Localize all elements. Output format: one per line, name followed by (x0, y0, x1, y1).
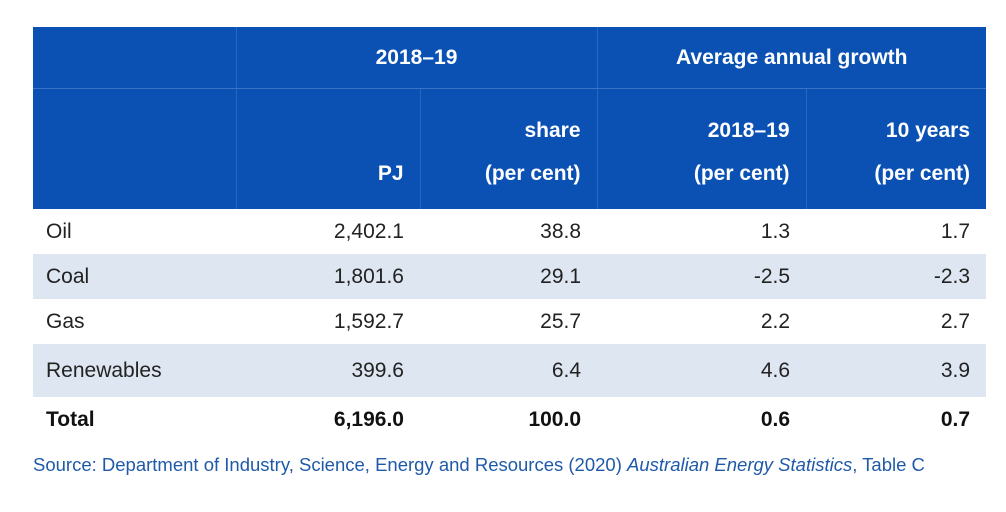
row-label: Oil (46, 219, 72, 243)
cell-share: 100.0 (528, 408, 582, 431)
cell-share: 29.1 (420, 254, 598, 299)
header-row-columns: PJ share (per cent) 2018–19 (per cent) 10 … (33, 88, 987, 209)
row-label: Total (46, 408, 95, 431)
header-row-groups: 2018–19 Average annual growth (33, 27, 987, 89)
cell-growth-10y: 0.7 (940, 408, 971, 431)
cell-pj: 399.6 (236, 344, 420, 397)
header-group-average-growth: Average annual growth (596, 27, 987, 89)
header-growth-2018-19: 2018–19 (per cent) (596, 88, 807, 209)
source-title: Australian Energy Statistics (627, 454, 853, 475)
source-note: Source: Department of Industry, Science,… (33, 447, 983, 482)
cell-growth-1y: 0.6 (760, 408, 791, 431)
table-row-total: Total 6,196.0 100.0 0.6 0.7 (33, 397, 986, 443)
header-empty-cell (33, 88, 236, 209)
cell-pj: 1,592.7 (333, 309, 404, 333)
cell-share: 6.4 (420, 344, 598, 397)
cell-share: 38.8 (540, 219, 582, 243)
cell-growth-10y: 3.9 (806, 344, 987, 397)
cell-growth-10y: 2.7 (940, 309, 971, 333)
energy-consumption-table: 2018–19 Average annual growth PJ share (p… (33, 27, 987, 443)
cell-growth-1y: 1.3 (760, 219, 791, 243)
cell-growth-10y: -2.3 (806, 254, 987, 299)
header-empty-cell (33, 27, 236, 89)
cell-pj: 1,801.6 (236, 254, 420, 299)
table-row-oil: Oil 2,402.1 38.8 1.3 1.7 (33, 209, 986, 254)
row-label: Renewables (33, 344, 236, 397)
cell-growth-1y: 4.6 (597, 344, 807, 397)
table-row-coal: Coal 1,801.6 29.1 -2.5 -2.3 (33, 254, 987, 299)
row-label: Coal (33, 254, 236, 299)
source-prefix: Source: Department of Industry, Science,… (33, 454, 628, 475)
cell-growth-10y: 1.7 (940, 219, 971, 243)
source-suffix: , Table C (852, 454, 925, 475)
header-group-2018-19: 2018–19 (235, 27, 598, 89)
cell-share: 25.7 (540, 309, 582, 333)
header-share: share (per cent) (419, 88, 598, 209)
header-pj: PJ (235, 88, 420, 209)
row-label: Gas (46, 309, 85, 333)
cell-pj: 2,402.1 (333, 219, 404, 243)
table-row-gas: Gas 1,592.7 25.7 2.2 2.7 (33, 299, 986, 344)
cell-pj: 6,196.0 (333, 408, 404, 431)
table-row-renewables: Renewables 399.6 6.4 4.6 3.9 (33, 344, 987, 397)
cell-growth-1y: -2.5 (597, 254, 807, 299)
cell-growth-1y: 2.2 (760, 309, 791, 333)
header-growth-10-years: 10 years (per cent) (805, 88, 987, 209)
